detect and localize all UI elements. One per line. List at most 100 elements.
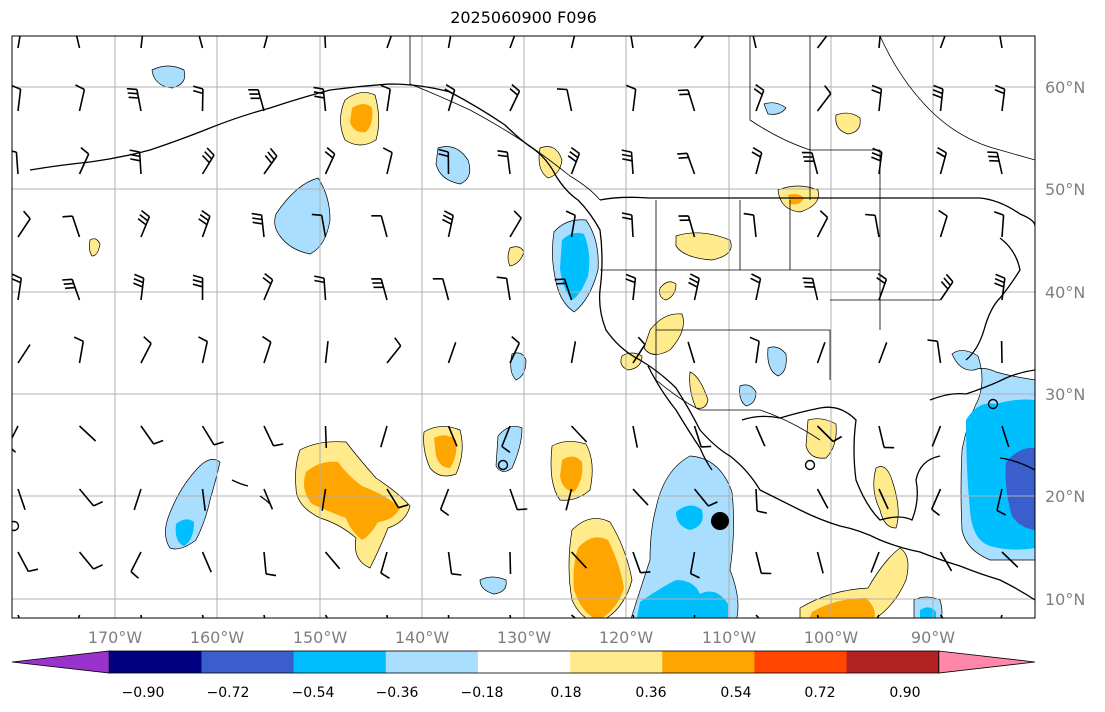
wind-barb bbox=[570, 614, 577, 618]
wind-barb bbox=[133, 273, 145, 301]
wind-barb bbox=[878, 342, 888, 364]
wind-barb bbox=[932, 84, 944, 112]
positive-anomaly-core bbox=[434, 435, 457, 468]
positive-anomaly-region bbox=[507, 246, 525, 267]
wind-barb bbox=[509, 488, 528, 511]
wind-barb bbox=[632, 488, 649, 506]
wind-barb bbox=[17, 551, 39, 573]
wind-barb bbox=[248, 89, 265, 112]
wind-barb bbox=[263, 36, 269, 49]
colorbar bbox=[11, 650, 1036, 674]
wind-barb bbox=[994, 84, 1006, 112]
wind-barb bbox=[438, 148, 450, 175]
wind-barb bbox=[509, 210, 522, 238]
wind-barb bbox=[189, 36, 204, 49]
wind-barb bbox=[130, 551, 142, 579]
wind-barb bbox=[554, 278, 573, 301]
lat-label: 30°N bbox=[1045, 385, 1085, 404]
wind-barb bbox=[630, 36, 634, 49]
negative-anomaly-region bbox=[767, 346, 787, 377]
lon-label: 170°W bbox=[88, 628, 143, 647]
wind-barb bbox=[689, 551, 700, 579]
wind-barb bbox=[816, 488, 829, 509]
colorbar-tick-label: −0.18 bbox=[461, 685, 504, 701]
wind-barb bbox=[78, 488, 104, 507]
wind-barb bbox=[749, 336, 760, 364]
lon-label: 110°W bbox=[702, 628, 757, 647]
positive-anomaly-region bbox=[659, 281, 677, 301]
longitude-labels: 170°W 160°W 150°W 140°W 130°W 120°W 110°… bbox=[88, 628, 955, 647]
wind-barb bbox=[816, 36, 828, 49]
wind-barb bbox=[816, 551, 824, 574]
colorbar-segment bbox=[662, 651, 755, 673]
wind-barb bbox=[565, 488, 573, 511]
negative-anomaly-core bbox=[560, 232, 590, 300]
colorbar-tick-label: 0.90 bbox=[889, 685, 920, 701]
wind-barb bbox=[509, 335, 521, 364]
wind-barb bbox=[140, 425, 164, 445]
lon-label: 120°W bbox=[599, 628, 654, 647]
positive-anomaly-core bbox=[809, 598, 875, 618]
black-dot bbox=[711, 512, 729, 530]
wind-barb bbox=[442, 210, 454, 238]
wind-barb bbox=[677, 152, 696, 175]
colorbar-tick-label: −0.54 bbox=[292, 685, 335, 701]
wind-barb bbox=[140, 36, 144, 49]
colorbar-tick-labels: −0.90 −0.72 −0.54 −0.36 −0.18 0.18 0.36 … bbox=[122, 685, 921, 701]
positive-anomaly-region bbox=[689, 371, 709, 409]
wind-barb bbox=[198, 336, 209, 364]
colorbar-segment bbox=[570, 651, 663, 673]
wind-barb bbox=[447, 551, 462, 576]
wind-barb bbox=[570, 36, 576, 49]
lon-label: 160°W bbox=[190, 628, 245, 647]
wind-barb bbox=[816, 85, 832, 112]
wind-barb bbox=[447, 36, 452, 49]
wind-barb bbox=[936, 147, 948, 175]
wind-barb bbox=[939, 551, 953, 572]
wind-barb bbox=[497, 150, 511, 175]
wind-barb bbox=[496, 276, 511, 301]
wind-barb bbox=[994, 273, 1006, 301]
wind-barb bbox=[688, 273, 700, 301]
colorbar-segment bbox=[477, 651, 571, 673]
wind-barb bbox=[371, 278, 388, 301]
wind-barb bbox=[12, 273, 23, 301]
wind-barb bbox=[755, 425, 766, 447]
wind-barb bbox=[878, 36, 881, 49]
small-circle-marker bbox=[12, 520, 20, 532]
wind-barb bbox=[129, 149, 142, 175]
wind-barb bbox=[570, 341, 577, 364]
wind-barb bbox=[501, 425, 511, 454]
wind-barb bbox=[201, 488, 206, 511]
wind-barb bbox=[632, 551, 651, 574]
wind-barb bbox=[816, 425, 843, 443]
wind-barb bbox=[1000, 614, 1003, 618]
colorbar-tick-label: −0.90 bbox=[122, 685, 165, 701]
positive-anomaly-core bbox=[304, 461, 400, 540]
positive-anomaly-region bbox=[835, 112, 861, 135]
negative-anomaly-region bbox=[274, 177, 331, 255]
positive-anomaly-core bbox=[788, 194, 804, 205]
wind-barb bbox=[12, 425, 19, 453]
wind-barb bbox=[755, 551, 772, 575]
wind-barb bbox=[140, 336, 152, 364]
colorbar-extend-low bbox=[11, 650, 110, 674]
wind-barb bbox=[752, 36, 757, 49]
lon-label: 140°W bbox=[395, 628, 450, 647]
wind-barb bbox=[625, 273, 637, 301]
wind-barb bbox=[750, 273, 762, 301]
wind-barb bbox=[870, 551, 880, 573]
wind-barb bbox=[324, 425, 328, 449]
positive-anomaly-region bbox=[873, 466, 899, 529]
wind-barb bbox=[939, 273, 954, 301]
colorbar-segment bbox=[109, 651, 202, 673]
wind-barb bbox=[126, 87, 142, 112]
lat-label: 20°N bbox=[1045, 487, 1085, 506]
lat-label: 10°N bbox=[1045, 590, 1085, 609]
wind-barb bbox=[621, 212, 634, 238]
wind-barb bbox=[198, 209, 211, 238]
wind-barb bbox=[693, 36, 705, 49]
positive-anomaly-region bbox=[805, 418, 837, 459]
wind-barb bbox=[1001, 551, 1019, 568]
wind-barb bbox=[251, 212, 265, 238]
